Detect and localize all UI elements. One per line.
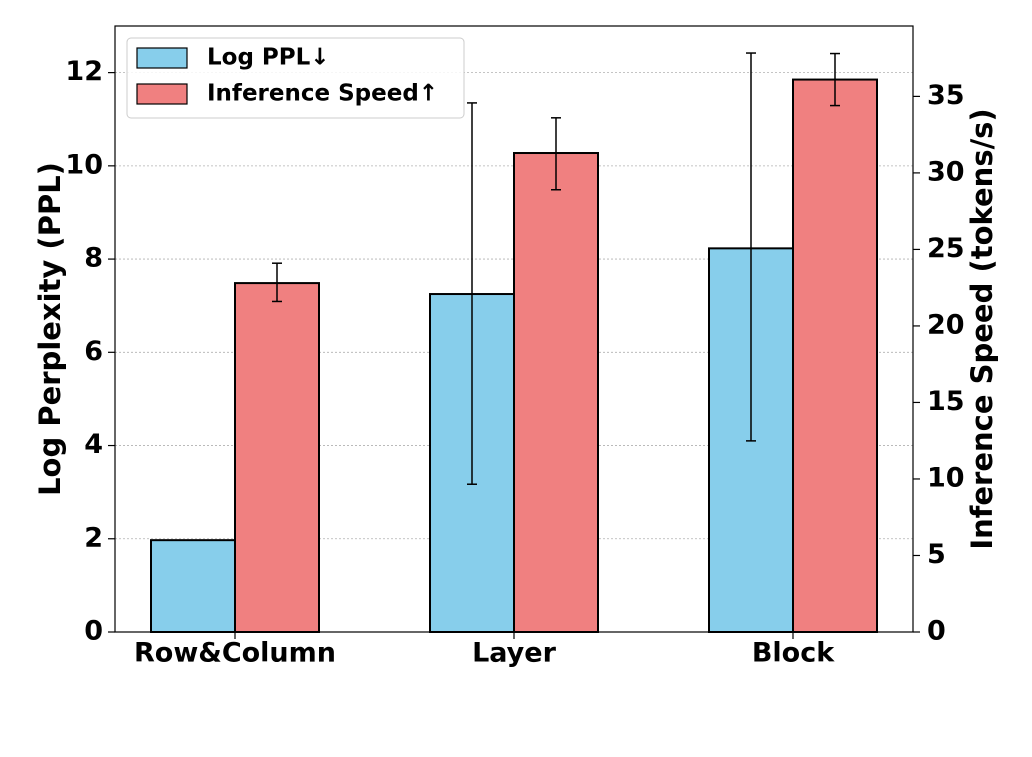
legend-swatch-inference-speed [136, 83, 188, 105]
legend-label-log-ppl: Log PPL↓ [207, 45, 330, 71]
right-tick-label: 25 [927, 233, 965, 264]
error-bars [272, 52, 840, 485]
legend-box [126, 37, 465, 119]
right-axis-title: Inference Speed (tokens/s) [965, 108, 999, 549]
left-axis: 0 2 4 6 8 10 12 [65, 56, 115, 647]
x-axis: Row&Column Layer Block [134, 632, 835, 669]
legend-label-inference-speed: Inference Speed↑ [207, 81, 438, 107]
bar-inference-speed-block [792, 78, 878, 633]
bar-log-ppl-row-column [150, 539, 236, 633]
left-tick-label: 8 [84, 243, 103, 274]
x-tick-label-block: Block [752, 638, 835, 669]
legend-swatch-log-ppl [136, 47, 188, 69]
right-tick-label: 0 [927, 616, 946, 647]
left-tick-label: 0 [84, 616, 103, 647]
x-tick-label-layer: Layer [472, 638, 557, 669]
right-axis: 0 5 10 15 20 25 30 35 [913, 80, 965, 647]
right-tick-label: 30 [927, 156, 965, 187]
bars [150, 78, 878, 634]
right-tick-label: 15 [927, 386, 965, 417]
error-bar-inference-speed-layer [551, 117, 561, 191]
right-tick-label: 35 [927, 80, 965, 111]
right-tick-label: 5 [927, 539, 946, 570]
left-axis-title: Log Perplexity (PPL) [33, 162, 67, 496]
bar-inference-speed-layer [513, 152, 599, 634]
x-tick-label-row-column: Row&Column [134, 638, 336, 669]
error-bar-log-ppl-layer [467, 102, 477, 485]
legend: Log PPL↓ Inference Speed↑ [126, 37, 465, 119]
left-tick-label: 6 [84, 336, 103, 367]
bar-inference-speed-row-column [234, 282, 320, 633]
error-bar-log-ppl-block [746, 52, 756, 442]
error-bar-inference-speed-row-column [272, 262, 282, 303]
left-tick-label: 2 [84, 522, 103, 553]
left-tick-label: 4 [84, 429, 103, 460]
right-tick-label: 10 [927, 462, 965, 493]
error-bar-inference-speed-block [830, 52, 840, 107]
left-tick-label: 10 [65, 149, 103, 180]
right-tick-label: 20 [927, 309, 965, 340]
left-tick-label: 12 [65, 56, 103, 87]
